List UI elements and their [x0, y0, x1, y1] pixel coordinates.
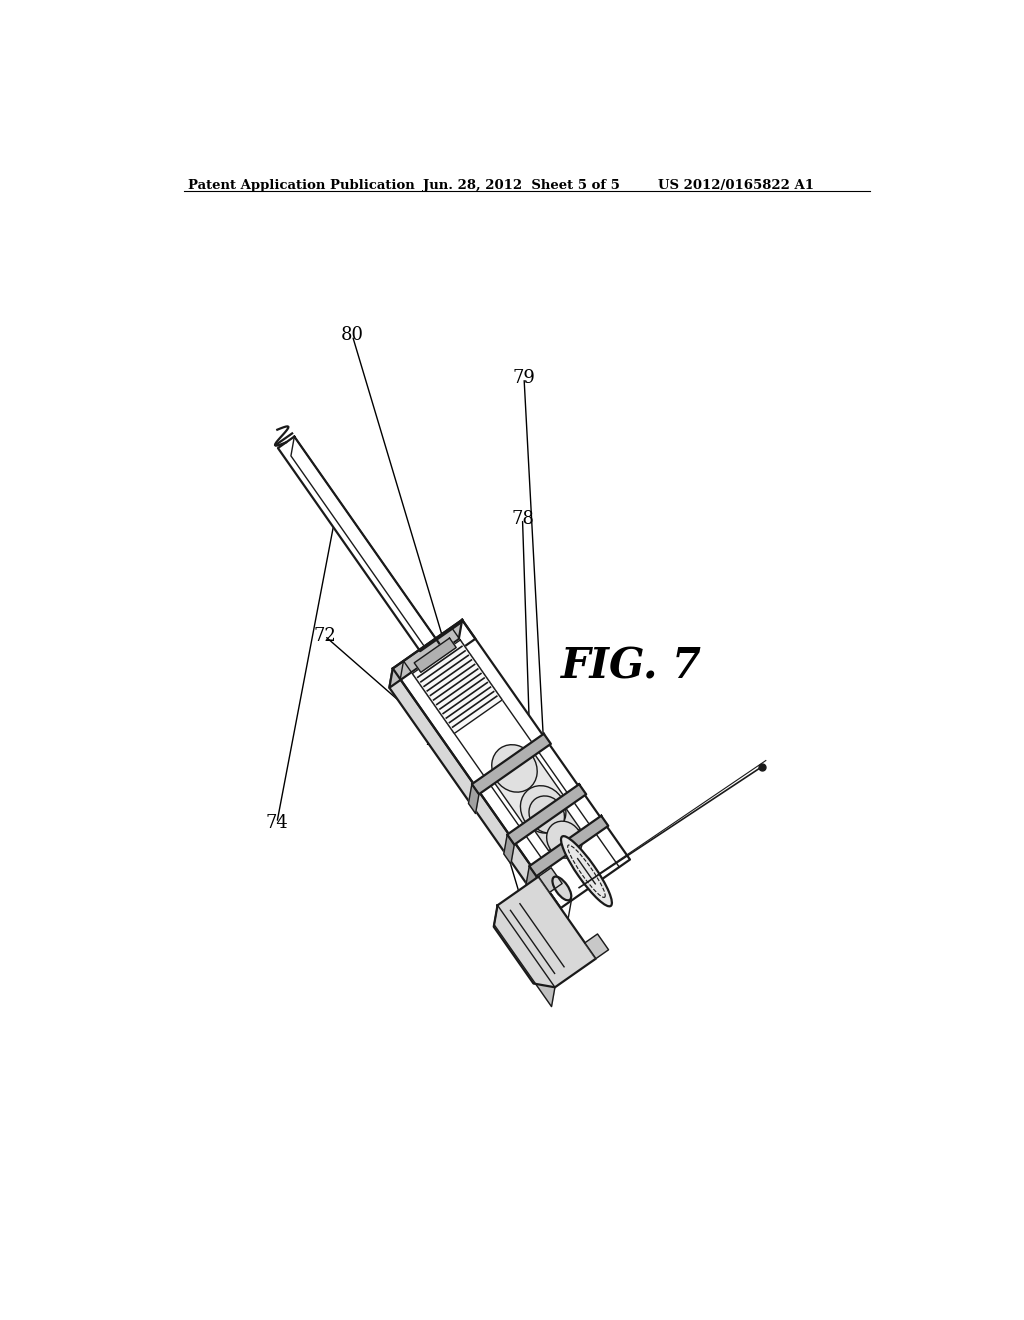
Text: 79: 79 [513, 368, 536, 387]
Polygon shape [393, 620, 630, 908]
Polygon shape [413, 640, 502, 734]
Text: 80: 80 [341, 326, 364, 345]
Ellipse shape [492, 744, 538, 792]
Polygon shape [495, 906, 555, 1007]
Text: Jun. 28, 2012  Sheet 5 of 5: Jun. 28, 2012 Sheet 5 of 5 [423, 180, 621, 193]
Polygon shape [472, 734, 551, 795]
Text: Patent Application Publication: Patent Application Publication [188, 180, 415, 193]
Ellipse shape [520, 785, 566, 833]
Polygon shape [585, 935, 608, 958]
Polygon shape [495, 755, 563, 824]
Ellipse shape [529, 796, 564, 833]
Polygon shape [526, 866, 537, 895]
Polygon shape [507, 784, 586, 845]
Text: 76: 76 [423, 731, 445, 748]
Polygon shape [278, 437, 436, 651]
Polygon shape [529, 816, 608, 876]
Polygon shape [530, 804, 581, 850]
Polygon shape [504, 834, 514, 865]
Polygon shape [389, 668, 560, 928]
Text: 74: 74 [265, 814, 288, 832]
Ellipse shape [552, 876, 571, 900]
Polygon shape [469, 784, 479, 813]
Text: 72: 72 [313, 627, 336, 644]
Polygon shape [436, 622, 475, 657]
Text: FIG. 7: FIG. 7 [560, 645, 701, 688]
Polygon shape [389, 620, 462, 688]
Polygon shape [415, 638, 456, 672]
Polygon shape [494, 876, 596, 987]
Ellipse shape [547, 821, 582, 858]
Text: 78: 78 [511, 510, 534, 528]
Polygon shape [539, 867, 562, 892]
Text: US 2012/0165822 A1: US 2012/0165822 A1 [658, 180, 814, 193]
Ellipse shape [561, 836, 612, 907]
Polygon shape [291, 437, 436, 659]
